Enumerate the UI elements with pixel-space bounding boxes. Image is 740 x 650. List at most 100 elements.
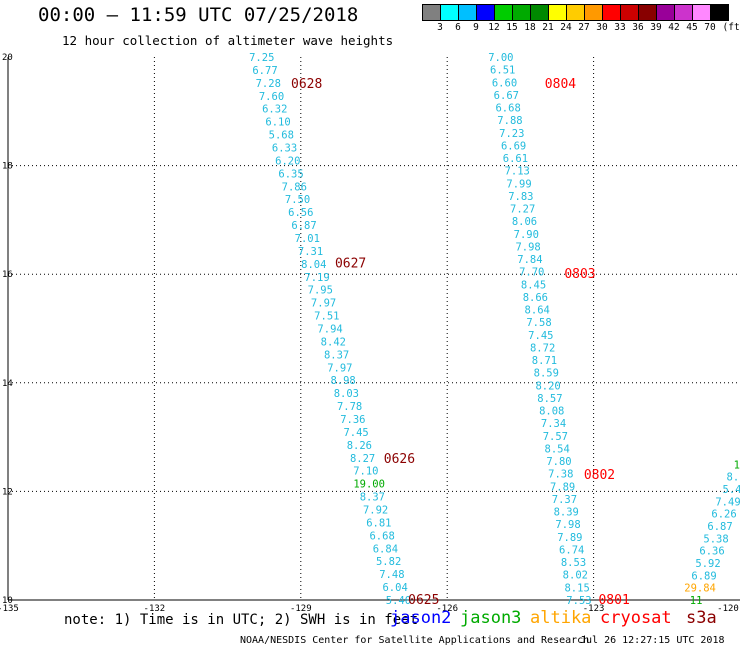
colorbar-swatch xyxy=(693,4,711,21)
y-tick-label: 14 xyxy=(2,379,13,389)
generation-timestamp: Jul 26 12:27:15 UTC 2018 xyxy=(580,635,725,646)
swh-value: 7.57 xyxy=(543,431,568,443)
legend-item-jason3: jason3 xyxy=(460,608,522,628)
swh-value: 8.08 xyxy=(539,406,564,418)
swh-value: 6.68 xyxy=(369,530,394,542)
colorbar-label: (ft) xyxy=(722,22,740,33)
colorbar-swatch xyxy=(495,4,513,21)
colorbar-label: 12 xyxy=(488,22,500,33)
swh-value: 8.54 xyxy=(545,443,570,455)
legend-item-jason2: jason2 xyxy=(390,608,452,628)
x-tick-label: -129 xyxy=(290,604,312,614)
swh-value: 7.80 xyxy=(546,456,571,468)
swh-value: 7.27 xyxy=(510,204,535,216)
swh-value: 6.74 xyxy=(559,544,584,556)
swh-value: 8.39 xyxy=(554,507,579,519)
colorbar-swatch xyxy=(531,4,549,21)
colorbar-label: 33 xyxy=(614,22,626,33)
swh-value: 7.60 xyxy=(259,91,284,103)
swh-value: 6.69 xyxy=(501,140,526,152)
swh-value: 7.88 xyxy=(497,115,522,127)
colorbar-swatch xyxy=(639,4,657,21)
colorbar-label: 6 xyxy=(455,22,461,33)
swh-value: 8.37 xyxy=(324,349,349,361)
swh-value: 7.70 xyxy=(519,267,544,279)
colorbar-swatch xyxy=(657,4,675,21)
time-label: 0625 xyxy=(408,593,439,608)
swh-value: 6.51 xyxy=(490,65,515,77)
colorbar-label: 15 xyxy=(506,22,518,33)
swh-value: 8.06 xyxy=(512,216,537,228)
colorbar-swatch xyxy=(621,4,639,21)
swh-value: 8.66 xyxy=(523,292,548,304)
swh-value: 7.01 xyxy=(295,233,320,245)
swh-value: 7.51 xyxy=(314,311,339,323)
swh-value: 5.68 xyxy=(269,130,294,142)
colorbar-swatch xyxy=(459,4,477,21)
swh-value: 7.89 xyxy=(557,532,582,544)
swh-value: 7.48 xyxy=(379,569,404,581)
swh-value: 6.60 xyxy=(492,77,517,89)
colorbar-swatch xyxy=(567,4,585,21)
colorbar-swatch xyxy=(711,4,729,21)
swh-value: 7.37 xyxy=(552,494,577,506)
swh-value: 8.59 xyxy=(534,368,559,380)
swh-value: 19.00 xyxy=(353,479,385,491)
swh-value: 7.10 xyxy=(353,466,378,478)
swh-value: 6.87 xyxy=(291,220,316,232)
swh-value: 7.97 xyxy=(327,362,352,374)
time-label: 0627 xyxy=(335,256,366,271)
swh-value: 7.86 xyxy=(282,181,307,193)
credit-text: NOAA/NESDIS Center for Satellite Applica… xyxy=(240,635,590,646)
colorbar-label: 27 xyxy=(578,22,590,33)
swh-value: 7.34 xyxy=(541,418,566,430)
colorbar-label: 9 xyxy=(473,22,479,33)
swh-value: 7.31 xyxy=(298,246,323,258)
colorbar-label: 42 xyxy=(668,22,680,33)
swh-value: 8.04 xyxy=(301,259,326,271)
swh-value: 8.26 xyxy=(347,440,372,452)
time-label: 0626 xyxy=(384,452,415,467)
colorbar-swatch xyxy=(513,4,531,21)
colorbar-label: 30 xyxy=(596,22,608,33)
swh-value: 6.89 xyxy=(691,570,716,582)
colorbar-swatch xyxy=(585,4,603,21)
swh-value: 8.57 xyxy=(537,393,562,405)
swh-value: 5.38 xyxy=(703,533,728,545)
legend-item-cryosat: cryosat xyxy=(600,608,672,628)
colorbar xyxy=(422,4,729,21)
swh-value: 7.95 xyxy=(308,285,333,297)
swh-value: 7.25 xyxy=(249,52,274,64)
swh-value: 7.53 xyxy=(566,595,591,607)
swh-value: 7.84 xyxy=(517,254,542,266)
swh-value: 7.19 xyxy=(304,272,329,284)
swh-value: 8.27 xyxy=(350,453,375,465)
swh-value: 6.36 xyxy=(699,546,724,558)
swh-value: 7.00 xyxy=(488,52,513,64)
swh-value: 7.92 xyxy=(363,505,388,517)
swh-value: 5.4 xyxy=(723,484,740,496)
colorbar-label: 24 xyxy=(560,22,572,33)
colorbar-label: 36 xyxy=(632,22,644,33)
colorbar-swatch xyxy=(477,4,495,21)
chart-subtitle: 12 hour collection of altimeter wave hei… xyxy=(62,33,394,48)
swh-value: 29.84 xyxy=(684,583,716,595)
footer-note: note: 1) Time is in UTC; 2) SWH is in fe… xyxy=(64,612,419,628)
chart-title: 00:00 – 11:59 UTC 07/25/2018 xyxy=(38,4,359,26)
colorbar-label: 18 xyxy=(524,22,536,33)
swh-value: 6.61 xyxy=(503,153,528,165)
legend-item-s3a: s3a xyxy=(686,608,717,628)
swh-value: 15 xyxy=(734,459,740,471)
y-tick-label: 10 xyxy=(2,596,13,606)
y-tick-label: 20 xyxy=(2,53,13,63)
x-tick-label: -123 xyxy=(583,604,605,614)
time-label: 0628 xyxy=(291,77,322,92)
swh-value: 8.02 xyxy=(563,570,588,582)
colorbar-swatch xyxy=(422,4,441,21)
swh-value: 6.56 xyxy=(288,207,313,219)
x-tick-label: -135 xyxy=(0,604,19,614)
swh-value: 7.99 xyxy=(506,178,531,190)
swh-value: 6.81 xyxy=(366,517,391,529)
swh-value: 8.37 xyxy=(360,492,385,504)
